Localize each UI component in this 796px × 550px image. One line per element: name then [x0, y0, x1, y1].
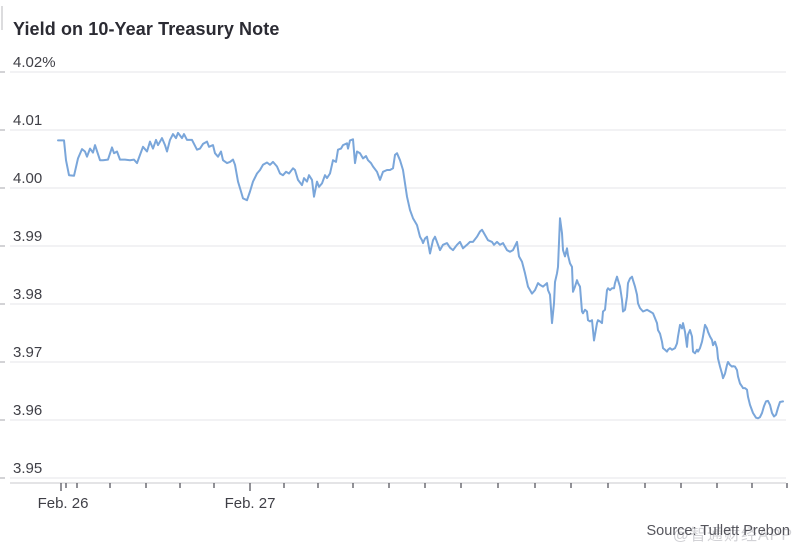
source-label: Source: Tullett Prebon — [646, 523, 790, 539]
y-axis-label: 3.98 — [13, 286, 43, 303]
series-line — [57, 131, 784, 420]
y-axis-label: 3.96 — [13, 402, 43, 419]
y-axis-label: 3.95 — [13, 460, 43, 477]
y-axis-label: 4.02% — [13, 54, 56, 71]
y-axis-label: 4.00 — [13, 170, 43, 187]
y-axis-label: 3.97 — [13, 344, 43, 361]
y-axis-label: 3.99 — [13, 228, 43, 245]
x-axis-label: Feb. 26 — [37, 495, 89, 512]
page-edge-artifact — [1, 6, 3, 30]
y-axis-label: 4.01 — [13, 112, 43, 129]
x-axis-label: Feb. 27 — [224, 495, 276, 512]
watermark: @智通财经APP — [672, 527, 793, 544]
page-title: Yield on 10-Year Treasury Note — [13, 19, 280, 40]
